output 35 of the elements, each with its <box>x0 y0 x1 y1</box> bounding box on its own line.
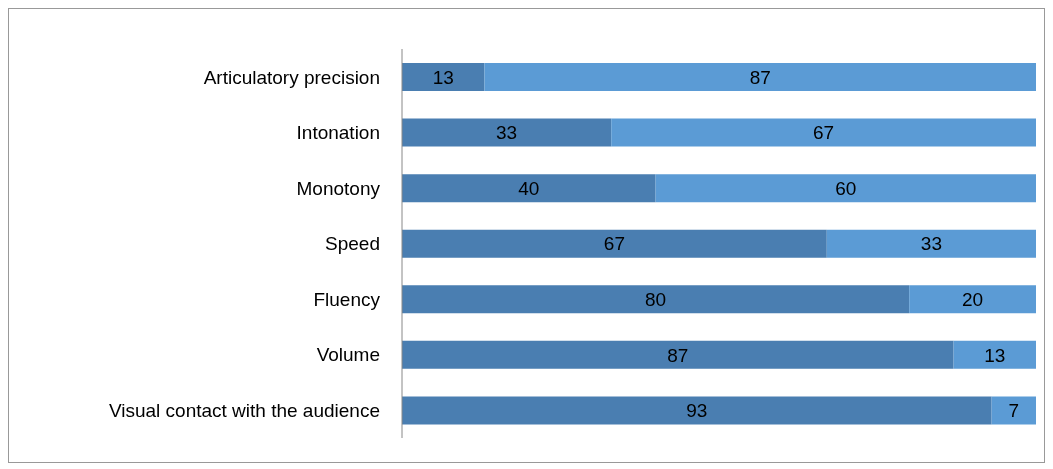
data-label: 40 <box>518 177 540 199</box>
y-tick-label: Monotony <box>296 177 381 199</box>
bar <box>402 63 485 91</box>
bar <box>402 340 954 369</box>
data-label: 87 <box>667 344 689 366</box>
data-label: 67 <box>813 122 835 144</box>
data-label: 13 <box>984 344 1006 366</box>
bar <box>611 118 1036 147</box>
bar <box>402 285 910 314</box>
y-tick-label: Volume <box>316 344 380 366</box>
data-label: 20 <box>962 289 984 311</box>
bar <box>953 340 1036 369</box>
y-tick-label: Visual contact with the audience <box>108 399 380 421</box>
y-tick-label: Articulatory precision <box>203 66 380 88</box>
bar <box>402 174 656 203</box>
bar <box>402 396 992 425</box>
data-label: 93 <box>686 400 708 422</box>
bar <box>991 396 1036 425</box>
bar <box>402 118 612 147</box>
y-tick-label: Fluency <box>313 288 381 310</box>
data-label: 7 <box>1008 400 1020 422</box>
bar <box>402 229 827 258</box>
bar <box>826 229 1036 258</box>
y-tick-label: Intonation <box>296 122 380 144</box>
bar <box>655 174 1036 203</box>
data-label: 33 <box>920 233 942 255</box>
data-label: 13 <box>432 66 454 88</box>
data-label: 33 <box>496 122 518 144</box>
data-label: 87 <box>749 66 771 88</box>
data-label: 80 <box>645 289 667 311</box>
y-tick-label: Speed <box>325 233 380 255</box>
bar <box>484 63 1036 91</box>
data-label: 67 <box>603 233 625 255</box>
bar <box>909 285 1036 314</box>
data-label: 60 <box>835 177 857 199</box>
